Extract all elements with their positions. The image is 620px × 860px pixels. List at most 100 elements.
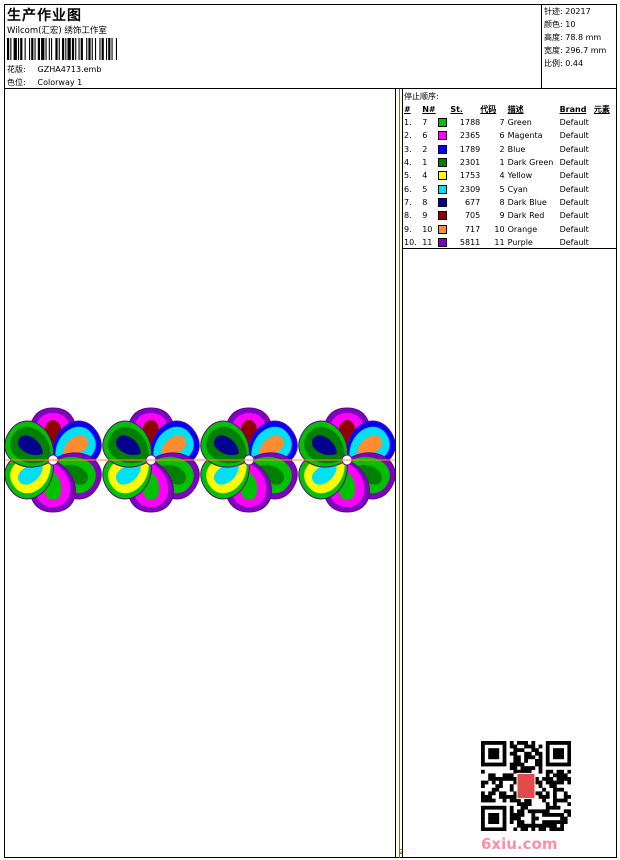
qr-module	[513, 813, 518, 817]
qr-module	[524, 755, 528, 760]
site-logo: 6xiu.com	[481, 835, 558, 853]
col-description: 描述	[507, 105, 524, 114]
qr-finder	[481, 741, 485, 745]
row-element	[594, 116, 616, 129]
qr-module	[527, 769, 532, 774]
qr-module	[567, 780, 571, 785]
qr-module	[531, 744, 536, 749]
qr-module	[527, 802, 532, 806]
qr-module	[527, 751, 532, 756]
qr-finder	[495, 751, 500, 756]
qr-module	[481, 795, 485, 799]
row-needle: 11	[422, 237, 433, 247]
qr-module	[538, 762, 543, 767]
qr-module	[491, 777, 496, 781]
stat-stitches: 针迹: 20217	[544, 5, 616, 18]
qr-finder	[488, 827, 492, 831]
qr-finder	[549, 741, 554, 745]
table-row: 9. 10 717 10 Orange Default	[404, 222, 616, 235]
qr-module	[513, 766, 518, 770]
qr-finder	[481, 759, 485, 763]
color-swatch	[438, 237, 448, 247]
qr-module	[531, 766, 536, 770]
flower-motif	[298, 407, 395, 513]
qr-module	[563, 816, 568, 821]
qr-module	[538, 784, 543, 788]
qr-module	[484, 780, 489, 785]
row-stitches: 677	[464, 197, 481, 207]
qr-module	[538, 744, 543, 749]
qr-module	[484, 798, 489, 803]
qr-module	[556, 820, 561, 824]
row-description: Purple	[507, 237, 533, 247]
qr-finder	[491, 741, 496, 745]
qr-module	[509, 744, 514, 749]
qr-finder	[481, 820, 485, 824]
petal-center	[17, 435, 43, 456]
qr-module	[549, 813, 554, 817]
qr-module	[491, 798, 496, 803]
row-swatch	[438, 143, 450, 156]
row-swatch	[438, 196, 450, 209]
design-stats: 针迹: 20217 颜色: 10 高度: 78.8 mm 宽度: 296.7 m…	[541, 5, 616, 89]
row-stitches: 1788	[459, 118, 481, 128]
qr-module	[531, 755, 536, 760]
petal-center	[357, 435, 383, 456]
qr-module	[563, 809, 568, 814]
design-label: 花版:	[7, 65, 26, 74]
qr-module	[560, 813, 564, 817]
qr-module	[563, 820, 568, 824]
qr-module	[527, 744, 532, 749]
embroidery-preview	[5, 407, 395, 513]
qr-finder	[481, 744, 485, 749]
qr-module	[553, 795, 557, 799]
stat-value: 20217	[565, 7, 591, 16]
row-brand: Default	[559, 171, 589, 181]
petal-center	[161, 435, 187, 456]
qr-module	[524, 744, 528, 749]
qr-finder	[567, 741, 571, 745]
qr-module	[556, 813, 561, 817]
qr-module	[509, 809, 514, 814]
qr-finder	[502, 823, 507, 828]
qr-module	[524, 766, 528, 770]
petal	[5, 420, 54, 468]
qr-finder	[499, 741, 503, 745]
petal-center	[115, 435, 141, 456]
qr-finder	[567, 751, 571, 756]
qr-module	[553, 784, 557, 788]
row-element	[594, 209, 616, 222]
qr-finder	[481, 748, 485, 752]
qr-module	[560, 787, 564, 792]
row-code: 8	[499, 197, 505, 207]
qr-module	[556, 787, 561, 792]
qr-module	[524, 823, 528, 828]
qr-finder	[488, 820, 492, 824]
row-swatch	[438, 236, 450, 249]
color-swatch	[438, 131, 448, 141]
design-file-name: GZHA4713.emb	[37, 65, 102, 74]
qr-finder	[567, 755, 571, 760]
qr-finder	[481, 827, 485, 831]
qr-module	[531, 809, 536, 814]
qr-finder	[545, 751, 550, 756]
qr-finder	[491, 816, 496, 821]
qr-finder	[488, 816, 492, 821]
stop-sequence-title: 停止顺序:	[404, 92, 439, 101]
qr-module	[542, 813, 546, 817]
qr-finder	[567, 759, 571, 763]
qr-module	[560, 769, 564, 774]
qr-module	[560, 773, 564, 778]
qr-module	[553, 787, 557, 792]
color-swatch	[438, 197, 448, 207]
qr-module	[560, 798, 564, 803]
row-code: 5	[499, 184, 505, 194]
qr-module	[513, 780, 518, 785]
row-code: 7	[499, 118, 505, 128]
table-row: 10. 11 5811 11 Purple Default	[404, 236, 616, 249]
row-brand: Default	[559, 144, 589, 154]
panel-divider	[402, 89, 403, 858]
color-swatch	[438, 118, 448, 128]
qr-module	[513, 798, 518, 803]
qr-module	[538, 827, 543, 831]
